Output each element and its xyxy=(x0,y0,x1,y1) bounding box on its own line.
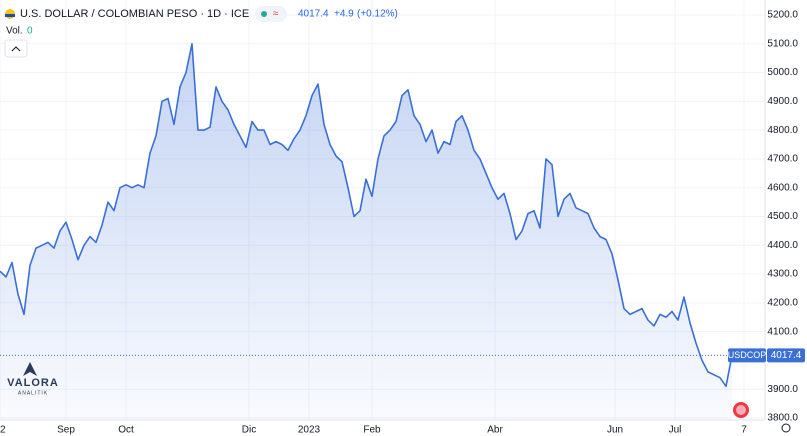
volume-label: Vol. xyxy=(6,26,23,37)
watermark: VALORA ANALITIK xyxy=(7,362,59,396)
x-tick-label: Abr xyxy=(487,425,503,436)
plot xyxy=(0,43,765,421)
volume-value: 0 xyxy=(27,26,33,37)
x-tick-label: 2 xyxy=(0,425,6,436)
y-tick-label: 4600.0 xyxy=(767,182,798,193)
y-tick-label: 3900.0 xyxy=(767,384,798,395)
y-tick-label: 4700.0 xyxy=(767,154,798,165)
collapse-button[interactable] xyxy=(4,39,28,58)
price-change-pct: (+0.12%) xyxy=(357,9,398,20)
y-tick-label: 4500.0 xyxy=(767,211,798,222)
x-tick-label: Jun xyxy=(607,425,623,436)
y-tick-label: 4800.0 xyxy=(767,125,798,136)
x-tick-label: Dic xyxy=(242,425,256,436)
collapse-icon xyxy=(11,46,21,52)
price-line xyxy=(0,43,733,388)
y-tick-label: 5000.0 xyxy=(767,67,798,78)
symbol-tag-label: USDCOP xyxy=(728,350,767,360)
y-tick-label: 5100.0 xyxy=(767,38,798,49)
y-tick-label: 4900.0 xyxy=(767,96,798,107)
y-tick-label: 4300.0 xyxy=(767,269,798,280)
y-tick-label: 4100.0 xyxy=(767,326,798,337)
x-tick-label: Jul xyxy=(669,425,682,436)
watermark-text: VALORA xyxy=(7,377,59,389)
watermark-logo xyxy=(23,362,37,376)
chart-title: U.S. DOLLAR / COLOMBIAN PESO · 1D · ICE xyxy=(20,8,249,20)
y-tick-label: 3800.0 xyxy=(767,413,798,424)
x-tick-label: 7 xyxy=(741,425,747,436)
y-tick-label: 4200.0 xyxy=(767,297,798,308)
header: U.S. DOLLAR / COLOMBIAN PESO · 1D · ICE … xyxy=(4,6,398,58)
status-dot xyxy=(261,11,267,17)
settings-icon[interactable] xyxy=(781,423,791,433)
status-pill[interactable] xyxy=(255,6,287,22)
flag-icon xyxy=(736,405,746,415)
last-price: 4017.4 xyxy=(298,9,329,20)
symbol-icon xyxy=(5,14,15,17)
x-tick-label: Oct xyxy=(118,425,134,436)
price-change: +4.9 xyxy=(334,9,354,20)
y-tick-label: 4400.0 xyxy=(767,240,798,251)
x-tick-label: Sep xyxy=(57,425,75,436)
price-tag xyxy=(767,348,805,363)
x-tick-label: 2023 xyxy=(298,425,321,436)
area xyxy=(0,43,732,421)
watermark-subtext: ANALITIK xyxy=(18,390,48,396)
y-tick-label: 5200.0 xyxy=(767,10,798,21)
status-icon: ≈ xyxy=(273,9,279,20)
symbol-tag xyxy=(728,348,766,363)
price-tag-label: 4017.4 xyxy=(771,350,802,361)
x-tick-label: Feb xyxy=(363,425,381,436)
